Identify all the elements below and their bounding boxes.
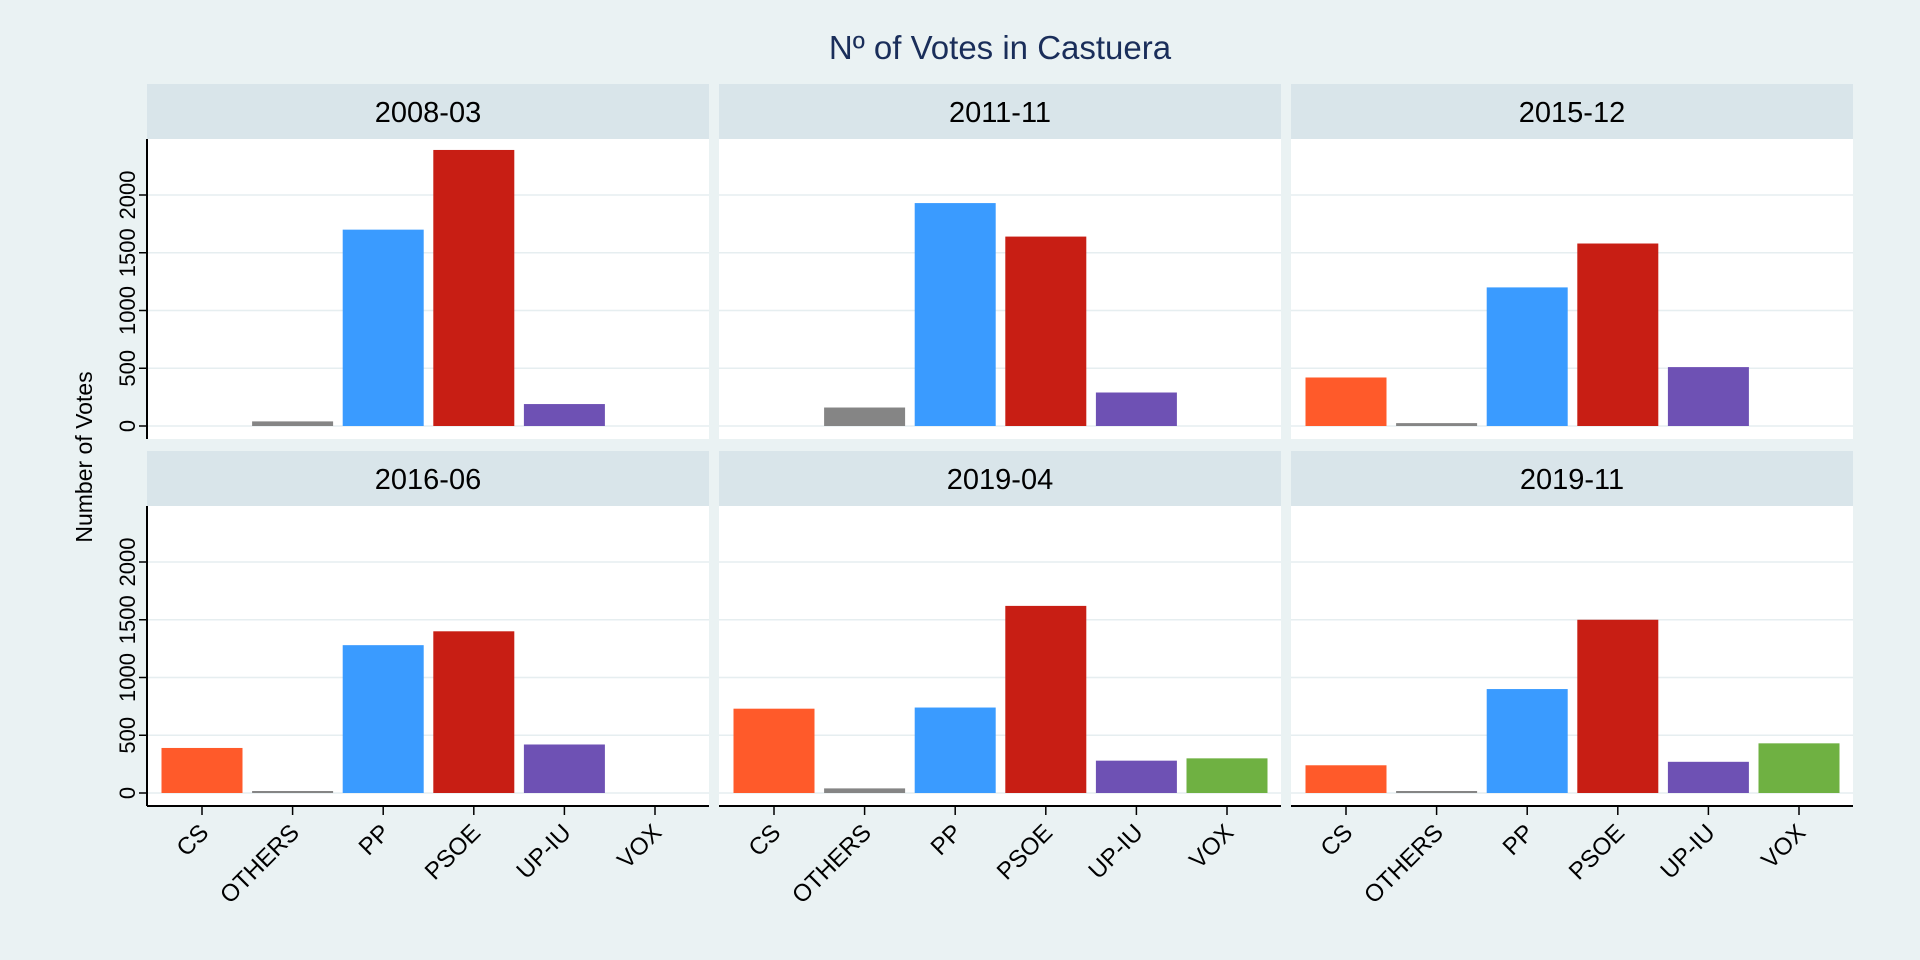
panel-header (147, 84, 709, 139)
panel-title: 2019-04 (947, 464, 1053, 496)
bar-PP-2008-03 (342, 229, 424, 426)
y-tick-label: 2000 (115, 171, 140, 220)
bar-UP-IU-2019-11 (1667, 761, 1749, 793)
x-tick-label: VOX (1756, 819, 1811, 874)
panels-layer: 2008-03 0 500 1000 1500 2000 2011-11 2015-12 201… (115, 84, 1853, 909)
bar-PP-2015-12 (1486, 287, 1568, 426)
x-tick-label: PSOE (420, 819, 486, 885)
bar-PSOE-2015-12 (1577, 243, 1659, 426)
bar-PP-2016-06 (342, 645, 424, 793)
y-tick-label: 500 (115, 350, 140, 387)
bar-PSOE-2019-04 (1005, 605, 1087, 793)
y-tick-label: 500 (115, 717, 140, 754)
panel-2016-06: 2016-06 0 500 1000 1500 2000 CS OTHERS PP PSOE UP-… (115, 451, 709, 909)
y-tick-label: 0 (115, 787, 140, 799)
x-tick-label: OTHERS (787, 819, 877, 909)
x-tick-label: UP-IU (1655, 819, 1720, 884)
panel-2015-12: 2015-12 (1291, 84, 1853, 439)
x-tick-label: CS (744, 819, 787, 862)
x-tick-label: PSOE (1564, 819, 1630, 885)
panel-title: 2019-11 (1520, 464, 1624, 496)
bar-PSOE-2016-06 (433, 631, 515, 793)
panel-title: 2008-03 (375, 97, 481, 129)
bar-VOX-2019-11 (1758, 743, 1840, 793)
panel-header (1291, 84, 1853, 139)
bar-CS-2019-04 (733, 708, 815, 793)
x-tick-label: VOX (612, 819, 667, 874)
bar-OTHERS-2015-12 (1396, 423, 1478, 426)
bar-UP-IU-2015-12 (1667, 367, 1749, 426)
panel-header (1291, 451, 1853, 506)
y-axis-label: Number of Votes (71, 371, 97, 542)
plot-area (147, 139, 709, 439)
panel-2008-03: 2008-03 0 500 1000 1500 2000 (115, 84, 709, 439)
panel-header (719, 451, 1281, 506)
x-tick-label: PP (1498, 819, 1540, 861)
bar-OTHERS-2019-04 (824, 788, 906, 793)
y-tick-label: 0 (115, 420, 140, 432)
bar-OTHERS-2008-03 (252, 421, 334, 426)
bar-PP-2019-11 (1486, 689, 1568, 793)
x-tick-label: CS (172, 819, 215, 862)
y-tick-label: 1500 (115, 595, 140, 644)
bar-UP-IU-2019-04 (1095, 760, 1177, 793)
bar-OTHERS-2019-11 (1396, 791, 1478, 793)
panel-2019-11: 2019-11 CS OTHERS PP PSOE UP-IU VOX (1291, 451, 1853, 909)
bar-CS-2019-11 (1305, 765, 1387, 793)
x-tick-label: PSOE (992, 819, 1058, 885)
y-tick-label: 1000 (115, 653, 140, 702)
panel-header (719, 84, 1281, 139)
plot-area (719, 139, 1281, 439)
bar-PP-2011-11 (914, 203, 996, 426)
bar-PSOE-2019-11 (1577, 619, 1659, 793)
bar-UP-IU-2011-11 (1095, 392, 1177, 426)
chart-title: Nº of Votes in Castuera (829, 29, 1172, 66)
panel-title: 2015-12 (1519, 97, 1625, 129)
panel-2019-04: 2019-04 CS OTHERS PP PSOE UP-IU VOX (719, 451, 1281, 909)
x-tick-label: PP (926, 819, 968, 861)
x-tick-label: PP (354, 819, 396, 861)
bar-UP-IU-2008-03 (523, 404, 605, 426)
x-tick-label: OTHERS (1359, 819, 1449, 909)
x-tick-label: UP-IU (1083, 819, 1148, 884)
x-tick-label: OTHERS (215, 819, 305, 909)
bar-CS-2015-12 (1305, 377, 1387, 426)
bar-PSOE-2008-03 (433, 149, 515, 426)
bar-CS-2016-06 (161, 747, 243, 793)
bar-OTHERS-2011-11 (824, 407, 906, 426)
y-tick-label: 1000 (115, 286, 140, 335)
x-tick-label: CS (1316, 819, 1359, 862)
y-tick-label: 2000 (115, 538, 140, 587)
bar-PSOE-2011-11 (1005, 236, 1087, 426)
bar-PP-2019-04 (914, 707, 996, 793)
bar-UP-IU-2016-06 (523, 744, 605, 793)
panel-title: 2011-11 (949, 97, 1051, 129)
panel-header (147, 451, 709, 506)
bar-VOX-2019-04 (1186, 758, 1268, 793)
panel-title: 2016-06 (375, 464, 481, 496)
bar-OTHERS-2016-06 (252, 791, 334, 793)
x-tick-label: VOX (1184, 819, 1239, 874)
panel-2011-11: 2011-11 (719, 84, 1281, 439)
y-tick-label: 1500 (115, 228, 140, 277)
x-tick-label: UP-IU (511, 819, 576, 884)
